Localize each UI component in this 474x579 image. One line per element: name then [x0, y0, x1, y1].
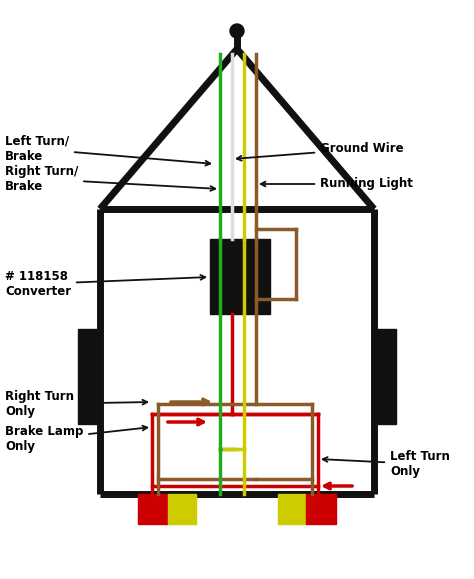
Text: Running Light: Running Light [261, 178, 413, 190]
Text: Left Turn
Only: Left Turn Only [323, 450, 450, 478]
Bar [278, 494, 306, 524]
Text: Left Turn/
Brake: Left Turn/ Brake [5, 135, 210, 166]
Circle shape [230, 24, 244, 38]
Text: Right Turn/
Brake: Right Turn/ Brake [5, 165, 215, 193]
Bar [210, 239, 270, 314]
Bar [138, 494, 168, 524]
Text: Brake Lamp
Only: Brake Lamp Only [5, 425, 147, 453]
Bar [374, 329, 396, 424]
Text: Ground Wire: Ground Wire [237, 142, 404, 160]
Text: # 118158
Converter: # 118158 Converter [5, 270, 205, 298]
Bar [78, 329, 100, 424]
Bar [168, 494, 196, 524]
Text: Right Turn
Only: Right Turn Only [5, 390, 147, 418]
Bar [306, 494, 336, 524]
